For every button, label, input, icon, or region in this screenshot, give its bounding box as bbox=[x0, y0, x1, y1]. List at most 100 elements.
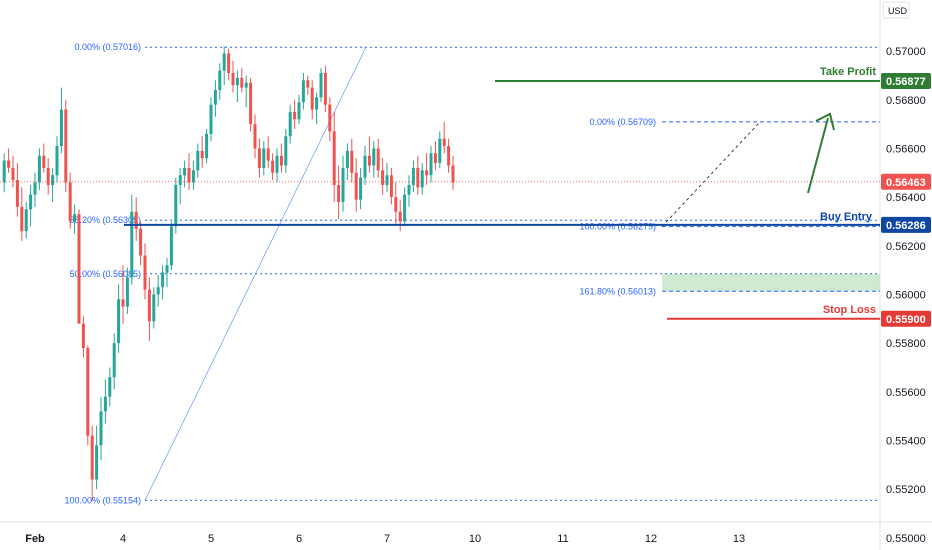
candle-body bbox=[2, 160, 6, 183]
candle-body bbox=[152, 294, 156, 322]
candle-body bbox=[99, 411, 103, 446]
y-tick-label: 0.55000 bbox=[886, 533, 926, 545]
candle-body bbox=[451, 165, 455, 183]
current-price-tag-label: 0.56463 bbox=[886, 177, 926, 189]
x-tick-label: Feb bbox=[25, 533, 45, 545]
candle-body bbox=[284, 136, 288, 166]
candle-body bbox=[249, 82, 253, 125]
candle-body bbox=[55, 146, 59, 176]
candle-body bbox=[51, 175, 55, 185]
y-tick-label: 0.56400 bbox=[886, 192, 926, 204]
candle-body bbox=[108, 377, 112, 397]
buy-entry-label: Buy Entry bbox=[820, 211, 873, 223]
fib-right-label: 161.80% (0.56013) bbox=[579, 286, 656, 296]
candle-body bbox=[332, 131, 336, 185]
currency-label: USD bbox=[888, 6, 908, 16]
candle-body bbox=[46, 167, 50, 185]
take-profit-tag-label: 0.56877 bbox=[886, 76, 926, 88]
candle-body bbox=[425, 170, 429, 176]
candle-body bbox=[429, 153, 433, 176]
candle-body bbox=[438, 138, 442, 164]
candle-body bbox=[103, 396, 107, 412]
candle-body bbox=[73, 214, 77, 222]
candle-body bbox=[196, 150, 200, 171]
buy-entry-tag bbox=[881, 216, 931, 233]
y-tick-label: 0.57000 bbox=[886, 46, 926, 58]
x-tick-label: 4 bbox=[120, 533, 126, 545]
candle-body bbox=[442, 138, 446, 147]
candle-body bbox=[42, 155, 46, 168]
candle-body bbox=[376, 148, 380, 171]
candle-body bbox=[143, 255, 147, 290]
candle-body bbox=[337, 184, 341, 202]
candle-body bbox=[433, 153, 437, 164]
candle-body bbox=[447, 146, 451, 166]
candle-body bbox=[183, 167, 187, 176]
candle-body bbox=[112, 343, 116, 378]
candle-body bbox=[178, 175, 182, 185]
candle-body bbox=[156, 287, 160, 295]
y-tick-label: 0.55400 bbox=[886, 435, 926, 447]
candle-body bbox=[33, 182, 37, 195]
candle-body bbox=[244, 82, 248, 88]
candle-body bbox=[398, 211, 402, 222]
candle-body bbox=[266, 148, 270, 161]
projection-arrow bbox=[807, 117, 829, 194]
candle-body bbox=[257, 148, 261, 168]
candle-body bbox=[306, 80, 310, 88]
y-tick-label: 0.55200 bbox=[886, 484, 926, 496]
candle-body bbox=[271, 160, 275, 173]
candle-body bbox=[367, 155, 371, 166]
candle-body bbox=[147, 289, 151, 322]
candle-body bbox=[77, 214, 81, 324]
candle-body bbox=[350, 150, 354, 173]
candle-body bbox=[293, 111, 297, 120]
x-tick-label: 5 bbox=[208, 533, 214, 545]
current-price-tag bbox=[881, 173, 931, 190]
candle-body bbox=[130, 211, 134, 278]
take-profit-label: Take Profit bbox=[820, 66, 876, 78]
candle-body bbox=[169, 226, 173, 266]
candle-body bbox=[191, 170, 195, 183]
candle-body bbox=[29, 194, 33, 210]
candle-body bbox=[363, 155, 367, 178]
take-profit-tag bbox=[881, 73, 931, 90]
candle-body bbox=[372, 148, 376, 166]
candle-body bbox=[59, 109, 63, 147]
candle-body bbox=[161, 272, 165, 288]
candle-body bbox=[381, 170, 385, 185]
candle-body bbox=[420, 170, 424, 188]
candle-body bbox=[416, 167, 420, 188]
candle-body bbox=[279, 155, 283, 166]
x-tick-label: 7 bbox=[384, 533, 390, 545]
x-tick-label: 10 bbox=[469, 533, 481, 545]
fib-left-label: 50.00% (0.56085) bbox=[69, 269, 141, 279]
x-tick-label: 13 bbox=[733, 533, 745, 545]
candle-body bbox=[231, 73, 235, 86]
candle-body bbox=[354, 172, 358, 200]
candle-body bbox=[222, 53, 226, 71]
y-tick-label: 0.56600 bbox=[886, 143, 926, 155]
target-zone bbox=[662, 273, 880, 292]
buy-entry-tag-label: 0.56286 bbox=[886, 220, 926, 232]
y-tick-label: 0.55800 bbox=[886, 338, 926, 350]
candle-body bbox=[235, 77, 239, 86]
candle-body bbox=[407, 184, 411, 195]
stop-loss-tag-label: 0.55900 bbox=[886, 314, 926, 326]
candle-body bbox=[345, 150, 349, 168]
y-tick-label: 0.55600 bbox=[886, 387, 926, 399]
candle-body bbox=[209, 104, 213, 134]
candle-body bbox=[411, 167, 415, 185]
candle-body bbox=[90, 435, 94, 480]
fib-right-label: 100.00% (0.56279) bbox=[579, 222, 656, 232]
candle-body bbox=[328, 104, 332, 132]
candle-body bbox=[11, 167, 15, 181]
candle-body bbox=[205, 133, 209, 159]
candle-body bbox=[385, 175, 389, 185]
candle-body bbox=[174, 184, 178, 227]
candle-body bbox=[200, 150, 204, 159]
candle-body bbox=[389, 175, 393, 198]
fib-right-label: 0.00% (0.56709) bbox=[589, 117, 656, 127]
